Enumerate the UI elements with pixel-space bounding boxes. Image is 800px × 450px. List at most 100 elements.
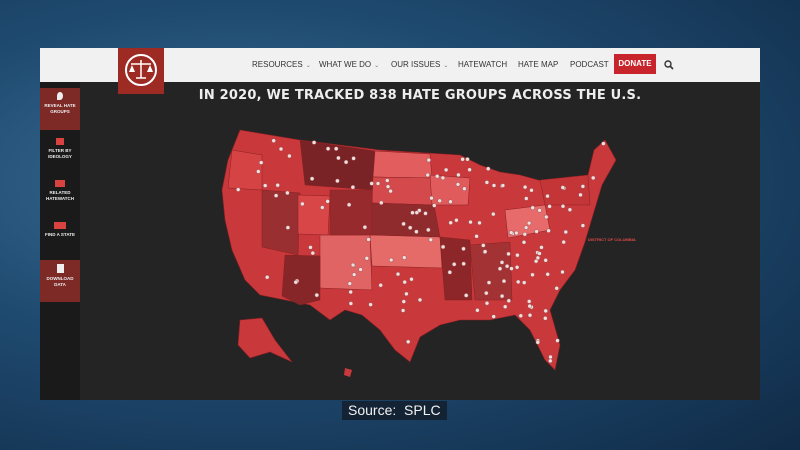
group-dot[interactable] bbox=[293, 280, 298, 285]
group-dot[interactable] bbox=[425, 172, 430, 178]
group-dot[interactable] bbox=[526, 220, 532, 226]
group-dot[interactable] bbox=[543, 258, 548, 263]
sidebar-item[interactable]: FIND A STATE bbox=[40, 218, 80, 256]
group-dot[interactable] bbox=[537, 208, 542, 213]
group-dot[interactable] bbox=[465, 157, 470, 162]
sidebar-item[interactable]: RELATED HATEWATCH bbox=[40, 176, 80, 214]
group-dot[interactable] bbox=[548, 354, 553, 360]
group-dot[interactable] bbox=[448, 199, 453, 204]
group-dot[interactable] bbox=[410, 210, 415, 215]
group-dot[interactable] bbox=[409, 277, 414, 282]
group-dot[interactable] bbox=[522, 231, 527, 237]
group-dot[interactable] bbox=[408, 225, 413, 230]
group-dot[interactable] bbox=[591, 175, 596, 181]
group-dot[interactable] bbox=[401, 299, 406, 304]
group-dot[interactable] bbox=[389, 257, 394, 263]
group-dot[interactable] bbox=[285, 225, 291, 230]
group-dot[interactable] bbox=[475, 308, 480, 313]
group-dot[interactable] bbox=[544, 214, 549, 220]
group-dot[interactable] bbox=[336, 155, 341, 161]
group-dot[interactable] bbox=[423, 211, 428, 216]
group-dot[interactable] bbox=[366, 237, 371, 242]
group-dot[interactable] bbox=[481, 243, 486, 248]
group-dot[interactable] bbox=[474, 234, 479, 239]
group-dot[interactable] bbox=[503, 304, 508, 309]
group-dot[interactable] bbox=[402, 255, 407, 260]
group-dot[interactable] bbox=[533, 259, 539, 264]
group-dot[interactable] bbox=[378, 283, 383, 288]
group-dot[interactable] bbox=[437, 198, 442, 204]
group-dot[interactable] bbox=[601, 141, 606, 146]
group-dot[interactable] bbox=[499, 293, 505, 299]
group-dot[interactable] bbox=[309, 176, 315, 181]
group-dot[interactable] bbox=[514, 265, 520, 270]
group-dot[interactable] bbox=[578, 192, 583, 198]
group-dot[interactable] bbox=[447, 270, 452, 275]
group-dot[interactable] bbox=[300, 201, 305, 207]
group-dot[interactable] bbox=[273, 193, 279, 198]
group-dot[interactable] bbox=[543, 308, 548, 314]
hate-map[interactable] bbox=[40, 48, 760, 400]
group-dot[interactable] bbox=[443, 167, 449, 173]
nav-link[interactable]: PODCAST bbox=[570, 60, 609, 69]
group-dot[interactable] bbox=[440, 175, 446, 181]
group-dot[interactable] bbox=[352, 272, 357, 277]
group-dot[interactable] bbox=[235, 187, 241, 192]
nav-link[interactable]: HATE MAP bbox=[518, 60, 559, 69]
group-dot[interactable] bbox=[348, 289, 353, 295]
group-dot[interactable] bbox=[452, 262, 457, 267]
group-dot[interactable] bbox=[400, 308, 406, 313]
group-dot[interactable] bbox=[530, 272, 535, 277]
group-dot[interactable] bbox=[385, 184, 391, 189]
group-dot[interactable] bbox=[462, 186, 467, 191]
group-dot[interactable] bbox=[362, 224, 368, 230]
group-dot[interactable] bbox=[491, 314, 496, 319]
group-dot[interactable] bbox=[527, 313, 533, 318]
group-dot[interactable] bbox=[484, 180, 490, 185]
group-dot[interactable] bbox=[560, 269, 565, 275]
group-dot[interactable] bbox=[535, 340, 540, 345]
group-dot[interactable] bbox=[521, 240, 527, 245]
group-dot[interactable] bbox=[580, 184, 586, 189]
group-dot[interactable] bbox=[486, 166, 491, 172]
group-dot[interactable] bbox=[429, 195, 434, 201]
nav-link[interactable]: HATEWATCH bbox=[458, 60, 508, 69]
group-dot[interactable] bbox=[527, 303, 532, 309]
group-dot[interactable] bbox=[375, 181, 381, 186]
group-dot[interactable] bbox=[414, 229, 419, 234]
group-dot[interactable] bbox=[547, 204, 552, 209]
group-dot[interactable] bbox=[379, 200, 384, 206]
group-dot[interactable] bbox=[491, 211, 496, 217]
group-dot[interactable] bbox=[504, 264, 510, 269]
group-dot[interactable] bbox=[256, 169, 261, 174]
group-dot[interactable] bbox=[334, 146, 339, 151]
group-dot[interactable] bbox=[545, 272, 550, 277]
group-dot[interactable] bbox=[561, 239, 566, 245]
group-dot[interactable] bbox=[548, 358, 553, 364]
group-dot[interactable] bbox=[401, 221, 406, 227]
nav-link[interactable]: WHAT WE DO ⌄ bbox=[319, 60, 380, 69]
group-dot[interactable] bbox=[265, 275, 270, 280]
group-dot[interactable] bbox=[514, 230, 519, 236]
group-dot[interactable] bbox=[545, 193, 550, 199]
group-dot[interactable] bbox=[554, 286, 559, 291]
group-dot[interactable] bbox=[456, 172, 461, 178]
group-dot[interactable] bbox=[529, 188, 534, 193]
group-dot[interactable] bbox=[350, 184, 356, 190]
group-dot[interactable] bbox=[535, 255, 541, 261]
group-dot[interactable] bbox=[567, 207, 573, 212]
donate-button[interactable]: DONATE bbox=[614, 54, 656, 74]
nav-link[interactable]: RESOURCES ⌄ bbox=[252, 60, 311, 69]
group-dot[interactable] bbox=[516, 279, 521, 285]
group-dot[interactable] bbox=[534, 229, 539, 234]
group-dot[interactable] bbox=[461, 246, 466, 252]
group-dot[interactable] bbox=[278, 146, 284, 152]
group-dot[interactable] bbox=[308, 245, 313, 250]
group-dot[interactable] bbox=[402, 279, 407, 285]
group-dot[interactable] bbox=[546, 228, 551, 233]
group-dot[interactable] bbox=[515, 252, 520, 258]
group-dot[interactable] bbox=[477, 220, 482, 226]
group-dot[interactable] bbox=[404, 291, 409, 297]
group-dot[interactable] bbox=[285, 190, 290, 196]
group-dot[interactable] bbox=[385, 178, 390, 183]
